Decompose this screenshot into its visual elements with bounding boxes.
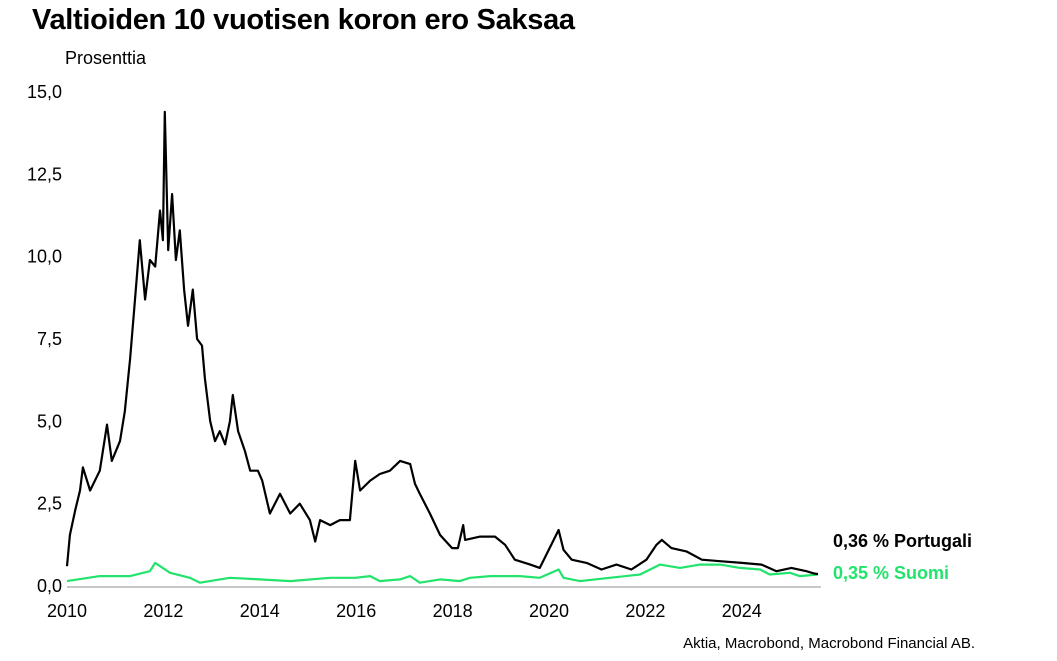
series-line-portugali: [65, 110, 819, 576]
x-tick-label: 2012: [143, 601, 183, 621]
y-axis-label: Prosenttia: [65, 48, 147, 68]
y-tick-label: 5,0: [37, 411, 62, 431]
x-tick-label: 2018: [433, 601, 473, 621]
legend-label-portugali: 0,36 % Portugali: [833, 531, 972, 551]
x-tick-label: 2014: [240, 601, 280, 621]
y-tick-label: 7,5: [37, 329, 62, 349]
series-line-suomi: [66, 561, 819, 584]
source-note: Aktia, Macrobond, Macrobond Financial AB…: [683, 635, 975, 652]
chart-title: Valtioiden 10 vuotisen koron ero Saksaa: [32, 4, 575, 36]
x-tick-label: 2010: [47, 601, 87, 621]
x-tick-label: 2020: [529, 601, 569, 621]
y-tick-label: 10,0: [27, 247, 62, 267]
y-tick-label: 12,5: [27, 164, 62, 184]
y-tick-label: 0,0: [37, 576, 62, 596]
y-tick-label: 2,5: [37, 494, 62, 514]
x-tick-label: 2024: [722, 601, 762, 621]
x-tick-label: 2022: [625, 601, 665, 621]
x-tick-label: 2016: [336, 601, 376, 621]
y-tick-label: 15,0: [27, 82, 62, 102]
legend-label-suomi: 0,35 % Suomi: [833, 563, 949, 583]
